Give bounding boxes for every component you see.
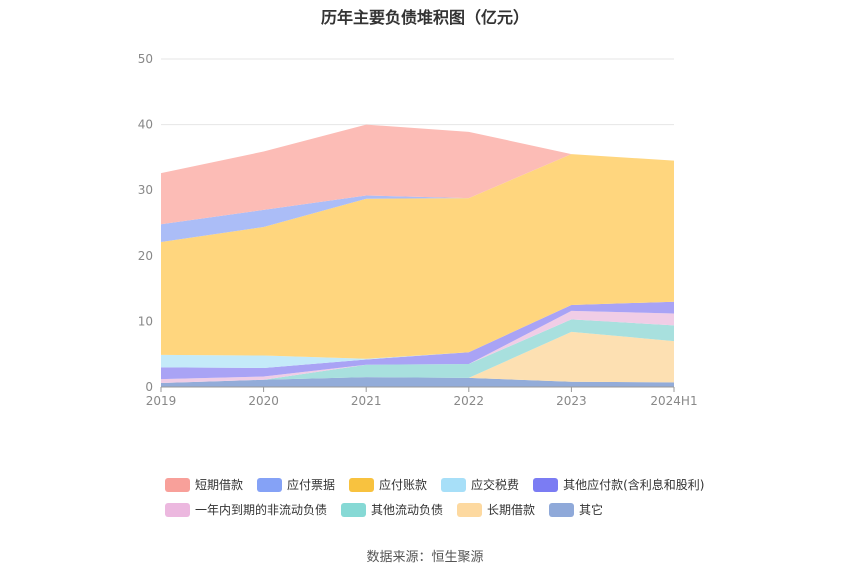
legend-label: 其他流动负债 — [371, 503, 444, 517]
x-tick-label: 2024H1 — [650, 394, 697, 408]
y-tick-label: 20 — [138, 249, 153, 263]
legend-row: 一年内到期的非流动负债 其他流动负债 长期借款 其它 — [165, 497, 725, 522]
legend-swatch — [549, 502, 575, 517]
area-series-2 — [161, 319, 674, 384]
legend-item[interactable]: 其它 — [549, 501, 603, 518]
axis-layer: 0 10 20 30 40 50 2019 2020 2021 2022 2023 2024H1 — [138, 52, 698, 408]
legend-label: 其它 — [579, 503, 604, 517]
y-tick-label: 50 — [138, 52, 153, 66]
data-source: 数据来源：恒生聚源 — [366, 550, 484, 565]
area-layer — [161, 124, 674, 387]
y-tick-label: 10 — [138, 314, 153, 328]
x-tick-label: 2023 — [556, 394, 587, 408]
legend-label: 一年内到期的非流动负债 — [195, 503, 328, 517]
legend-item[interactable]: 短期借款 — [165, 476, 243, 493]
area-series-7 — [161, 154, 674, 243]
area-series-0 — [161, 377, 674, 387]
legend-swatch — [165, 477, 190, 492]
legend-label: 短期借款 — [195, 478, 244, 492]
x-tick-label: 2022 — [454, 394, 485, 408]
y-tick-label: 0 — [145, 380, 153, 394]
legend-item[interactable]: 其他应付款(含利息和股利) — [533, 476, 704, 493]
legend-label: 应付票据 — [287, 478, 336, 492]
legend-label: 其他应付款(含利息和股利) — [563, 478, 705, 492]
legend-item[interactable]: 长期借款 — [457, 501, 535, 518]
y-tick-label: 30 — [138, 183, 153, 197]
chart-title: 历年主要负债堆积图（亿元） — [320, 8, 529, 27]
legend-swatch — [349, 477, 375, 492]
legend-item[interactable]: 应付账款 — [349, 476, 427, 493]
x-tick-label: 2019 — [146, 394, 177, 408]
x-tick-label: 2021 — [351, 394, 382, 408]
legend-item[interactable]: 其他流动负债 — [341, 501, 443, 518]
legend-item[interactable]: 应交税费 — [441, 476, 519, 493]
area-series-8 — [161, 124, 674, 225]
legend-swatch — [441, 477, 467, 492]
legend-swatch — [457, 502, 483, 517]
legend-label: 应交税费 — [471, 478, 520, 492]
legend-swatch — [257, 477, 283, 492]
area-series-6 — [161, 154, 674, 359]
x-tick-label: 2020 — [248, 394, 279, 408]
area-series-1 — [161, 331, 674, 384]
legend: 短期借款 应付票据 应付账款 应交税费 其他应付款(含利息和股利) 一年内到期的非流动负… — [165, 472, 725, 522]
legend-label: 长期借款 — [487, 503, 536, 517]
legend-swatch — [533, 477, 559, 492]
legend-item[interactable]: 应付票据 — [257, 476, 335, 493]
area-series-5 — [161, 301, 674, 368]
legend-swatch — [165, 502, 190, 517]
area-series-4 — [161, 301, 674, 380]
legend-item[interactable]: 一年内到期的非流动负债 — [165, 501, 327, 518]
legend-swatch — [341, 502, 367, 517]
area-series-3 — [161, 310, 674, 384]
y-tick-label: 40 — [138, 118, 153, 132]
legend-row: 短期借款 应付票据 应付账款 应交税费 其他应付款(含利息和股利) — [165, 472, 725, 497]
legend-label: 应付账款 — [379, 478, 428, 492]
